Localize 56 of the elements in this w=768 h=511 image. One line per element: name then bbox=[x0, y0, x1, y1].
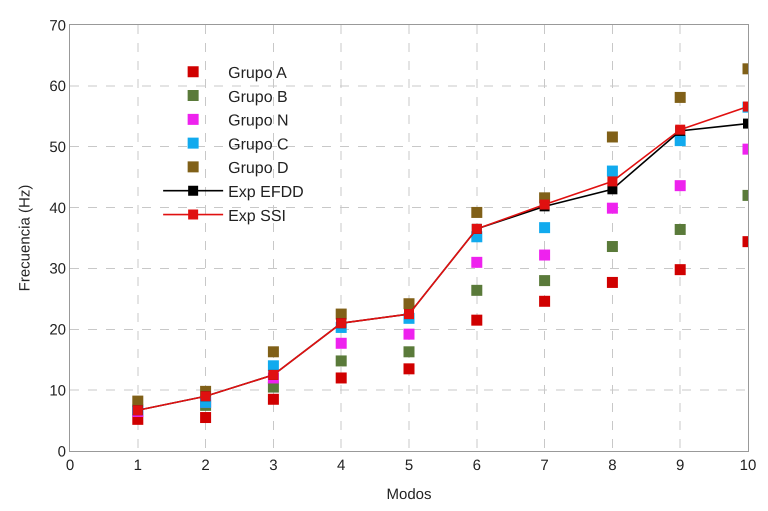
point bbox=[471, 284, 482, 296]
legend-label: Grupo B bbox=[228, 88, 288, 106]
point bbox=[336, 372, 347, 384]
point bbox=[606, 166, 618, 177]
point bbox=[607, 176, 618, 186]
y-tick-label: 40 bbox=[49, 200, 66, 217]
point bbox=[606, 241, 618, 252]
point bbox=[674, 264, 686, 276]
y-tick-label: 0 bbox=[58, 443, 66, 460]
point bbox=[539, 296, 550, 307]
point bbox=[539, 275, 550, 286]
legend-label: Exp EFDD bbox=[228, 184, 304, 201]
legend-label: Grupo C bbox=[228, 136, 289, 154]
x-tick-label: 1 bbox=[134, 457, 142, 474]
point bbox=[606, 276, 618, 288]
x-tick-label: 3 bbox=[269, 457, 278, 474]
y-tick-label: 70 bbox=[49, 17, 66, 34]
y-axis-title: Frecuencia (Hz) bbox=[16, 184, 34, 292]
point bbox=[606, 131, 618, 142]
point bbox=[674, 92, 686, 103]
y-tick-label: 10 bbox=[49, 382, 66, 400]
y-tick-label: 60 bbox=[49, 78, 66, 96]
point bbox=[404, 363, 414, 374]
x-tick-label: 6 bbox=[472, 457, 481, 474]
y-tick-label: 20 bbox=[49, 322, 66, 339]
point bbox=[674, 224, 686, 235]
y-tick-label: 50 bbox=[49, 138, 66, 156]
x-tick-label: 5 bbox=[404, 457, 414, 474]
x-axis-title: Modos bbox=[386, 486, 432, 503]
legend-label: Grupo A bbox=[228, 64, 288, 82]
x-tick-label: 2 bbox=[201, 457, 210, 474]
point bbox=[539, 250, 550, 261]
point bbox=[404, 328, 414, 340]
point bbox=[404, 298, 414, 310]
point bbox=[471, 256, 482, 268]
point bbox=[471, 206, 482, 218]
x-tick-label: 7 bbox=[540, 457, 549, 474]
point bbox=[674, 135, 686, 146]
point bbox=[471, 314, 482, 326]
legend-label: Exp SSI bbox=[228, 208, 286, 225]
point bbox=[336, 338, 347, 349]
point bbox=[268, 394, 279, 405]
point bbox=[539, 222, 550, 234]
y-tick-label: 30 bbox=[49, 260, 66, 278]
x-tick-label: 10 bbox=[740, 457, 756, 474]
point bbox=[404, 346, 414, 358]
point bbox=[336, 355, 347, 366]
point bbox=[268, 346, 279, 358]
legend-label: Grupo D bbox=[228, 160, 289, 178]
point bbox=[606, 202, 618, 214]
point bbox=[200, 412, 212, 424]
point bbox=[674, 180, 686, 192]
x-tick-label: 4 bbox=[337, 457, 346, 474]
x-tick-label: 9 bbox=[676, 457, 684, 474]
legend-label: Grupo N bbox=[228, 112, 289, 130]
x-tick-label: 8 bbox=[608, 457, 617, 474]
